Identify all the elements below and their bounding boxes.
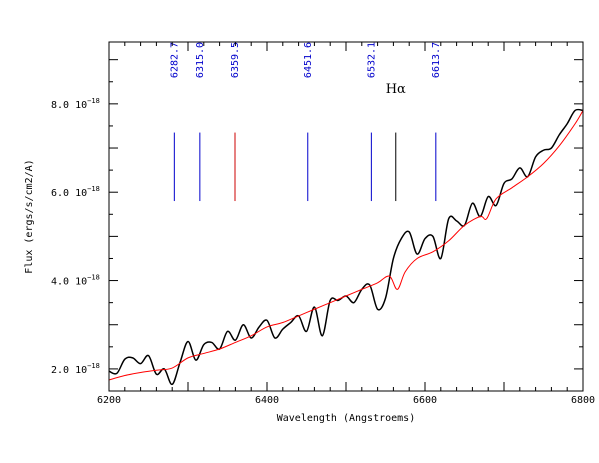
y-tick-exponent: −18 — [87, 185, 100, 193]
plot-frame — [108, 41, 584, 392]
y-tick-mantissa: 8.0 — [51, 100, 75, 111]
y-tick-base: 10 — [75, 277, 87, 288]
series-layer — [109, 108, 583, 386]
line-marker-label: 6613.7 — [431, 42, 442, 78]
y-tick-label: 2.0 10−18 — [51, 362, 100, 376]
line-markers-layer: 6282.7 6315.0 6359.5 6451.6 6532.1 Hα 6613.7 — [169, 42, 442, 202]
line-marker-label: 6282.7 — [169, 42, 180, 78]
line-marker-label: 6451.6 — [303, 42, 314, 78]
observed-spectrum-line — [109, 108, 583, 386]
y-tick-base: 10 — [75, 100, 87, 111]
x-tick-label: 6200 — [97, 395, 121, 406]
y-tick-base: 10 — [75, 188, 87, 199]
line-marker-label: 6315.0 — [195, 42, 206, 78]
y-tick-mantissa: 2.0 — [51, 365, 75, 376]
y-tick-label: 6.0 10−18 — [51, 185, 100, 199]
line-marker-label: 6532.1 — [366, 42, 377, 78]
h-alpha-label: Hα — [386, 82, 406, 97]
x-axis-title: Wavelength (Angstroems) — [277, 413, 415, 424]
x-tick-label: 6800 — [571, 395, 595, 406]
y-tick-mantissa: 4.0 — [51, 277, 75, 288]
y-tick-mantissa: 6.0 — [51, 188, 75, 199]
model-spectrum-line — [109, 110, 583, 381]
line-marker-label: 6359.5 — [230, 42, 241, 78]
y-axis-title: Flux (ergs/s/cm2/A) — [24, 159, 35, 273]
x-tick-label: 6600 — [413, 395, 437, 406]
x-tick-label: 6400 — [255, 395, 279, 406]
y-tick-label: 4.0 10−18 — [51, 274, 100, 288]
y-tick-label: 8.0 10−18 — [51, 97, 100, 111]
y-tick-exponent: −18 — [87, 362, 100, 370]
y-tick-base: 10 — [75, 365, 87, 376]
y-tick-exponent: −18 — [87, 97, 100, 105]
y-tick-exponent: −18 — [87, 274, 100, 282]
